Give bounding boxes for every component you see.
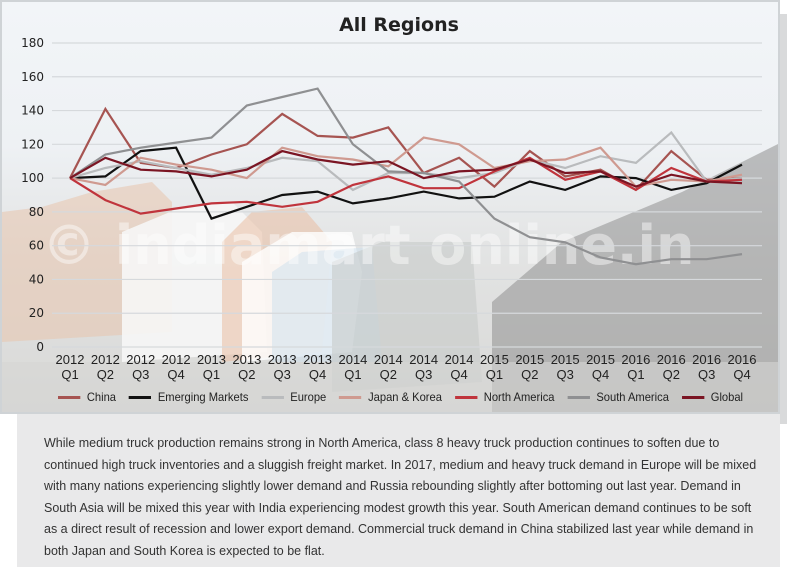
x-tick-quarter: Q2 [380, 367, 397, 382]
x-tick-year: 2014 [445, 352, 474, 367]
legend-label: Europe [290, 390, 327, 404]
series-line-north-america [69, 156, 743, 215]
x-tick-year: 2015 [480, 352, 509, 367]
x-tick-quarter: Q3 [698, 367, 715, 382]
legend-label: South America [596, 390, 669, 404]
line-chart: All Regions 0 20 40 60 80 100 120 140 160 180 201… [21, 14, 762, 382]
x-tick-year: 2014 [374, 352, 403, 367]
legend-label: North America [483, 390, 555, 404]
legend-swatch [261, 395, 284, 399]
legend-swatch [454, 395, 478, 399]
x-tick-quarter: Q2 [521, 367, 538, 382]
y-tick-label: 60 [29, 239, 44, 253]
legend-swatch [681, 395, 705, 399]
x-tick-year: 2015 [551, 352, 580, 367]
caption-text: While medium truck production remains st… [44, 435, 757, 558]
legend-swatch [58, 395, 81, 399]
grid-lines [52, 42, 762, 348]
x-tick-year: 2016 [657, 352, 686, 367]
legend-item-china: China [58, 390, 116, 404]
x-tick-year: 2014 [338, 352, 367, 367]
x-tick-quarter: Q2 [238, 367, 255, 382]
legend-label: Japan & Korea [368, 390, 442, 404]
x-tick-year: 2015 [586, 352, 615, 367]
y-tick-label: 20 [29, 306, 44, 320]
y-tick-label: 80 [29, 205, 44, 219]
x-tick-year: 2016 [692, 352, 721, 367]
x-tick-year: 2013 [303, 352, 332, 367]
caption-box: While medium truck production remains st… [17, 414, 780, 567]
x-axis-ticks: 2012Q12012Q22012Q32012Q42013Q12013Q22013… [56, 352, 757, 382]
legend-swatch [567, 395, 590, 399]
x-tick-year: 2013 [268, 352, 297, 367]
x-tick-year: 2016 [621, 352, 650, 367]
series-line-japan-korea [69, 136, 743, 188]
x-tick-quarter: Q3 [274, 367, 291, 382]
x-tick-quarter: Q1 [344, 367, 361, 382]
x-tick-quarter: Q4 [450, 367, 467, 382]
legend-swatch [339, 395, 362, 399]
x-tick-quarter: Q4 [733, 367, 750, 382]
legend-swatch [129, 395, 152, 399]
x-tick-year: 2012 [162, 352, 191, 367]
x-tick-quarter: Q4 [167, 367, 184, 382]
x-tick-quarter: Q1 [61, 367, 78, 382]
x-tick-quarter: Q1 [627, 367, 644, 382]
legend-item-europe: Europe [261, 390, 326, 404]
y-tick-label: 40 [29, 272, 44, 286]
y-tick-label: 160 [21, 70, 44, 84]
x-tick-year: 2012 [91, 352, 120, 367]
x-tick-quarter: Q4 [309, 367, 326, 382]
x-tick-year: 2016 [728, 352, 757, 367]
legend: China Emerging Markets Europe Japan & Korea… [58, 390, 743, 404]
legend-label: China [86, 390, 116, 404]
x-tick-year: 2013 [197, 352, 226, 367]
x-tick-year: 2012 [56, 352, 85, 367]
series-line-emerging-markets [69, 146, 743, 220]
y-tick-label: 140 [21, 104, 44, 118]
y-tick-label: 0 [36, 340, 44, 354]
legend-label: Emerging Markets [157, 390, 249, 404]
x-tick-year: 2015 [515, 352, 544, 367]
legend-label: Global [710, 390, 744, 404]
x-tick-year: 2014 [409, 352, 438, 367]
legend-item-north-america: North America [454, 390, 555, 404]
chart-panel: © indiamart online.in All Regions 0 20 40 6… [0, 0, 780, 414]
x-tick-quarter: Q1 [486, 367, 503, 382]
legend-item-japan-korea: Japan & Korea [339, 390, 442, 404]
x-tick-quarter: Q3 [556, 367, 573, 382]
x-tick-quarter: Q3 [132, 367, 149, 382]
legend-item-emerging-markets: Emerging Markets [129, 390, 248, 404]
panel-shadow [780, 14, 787, 424]
y-tick-label: 180 [21, 36, 44, 50]
y-axis-ticks: 0 20 40 60 80 100 120 140 160 180 [21, 36, 44, 354]
x-tick-quarter: Q1 [203, 367, 220, 382]
series-line-global [69, 149, 743, 188]
legend-item-global: Global [681, 390, 744, 404]
x-tick-quarter: Q2 [663, 367, 680, 382]
chart-title: All Regions [339, 14, 459, 36]
y-tick-label: 100 [21, 171, 44, 185]
x-tick-quarter: Q2 [97, 367, 114, 382]
x-tick-quarter: Q4 [592, 367, 609, 382]
legend-item-south-america: South America [567, 390, 669, 404]
x-tick-quarter: Q3 [415, 367, 432, 382]
series-lines [69, 87, 743, 266]
series-line-south-america [69, 87, 743, 266]
x-tick-year: 2013 [232, 352, 261, 367]
x-tick-year: 2012 [126, 352, 155, 367]
y-tick-label: 120 [21, 137, 44, 151]
